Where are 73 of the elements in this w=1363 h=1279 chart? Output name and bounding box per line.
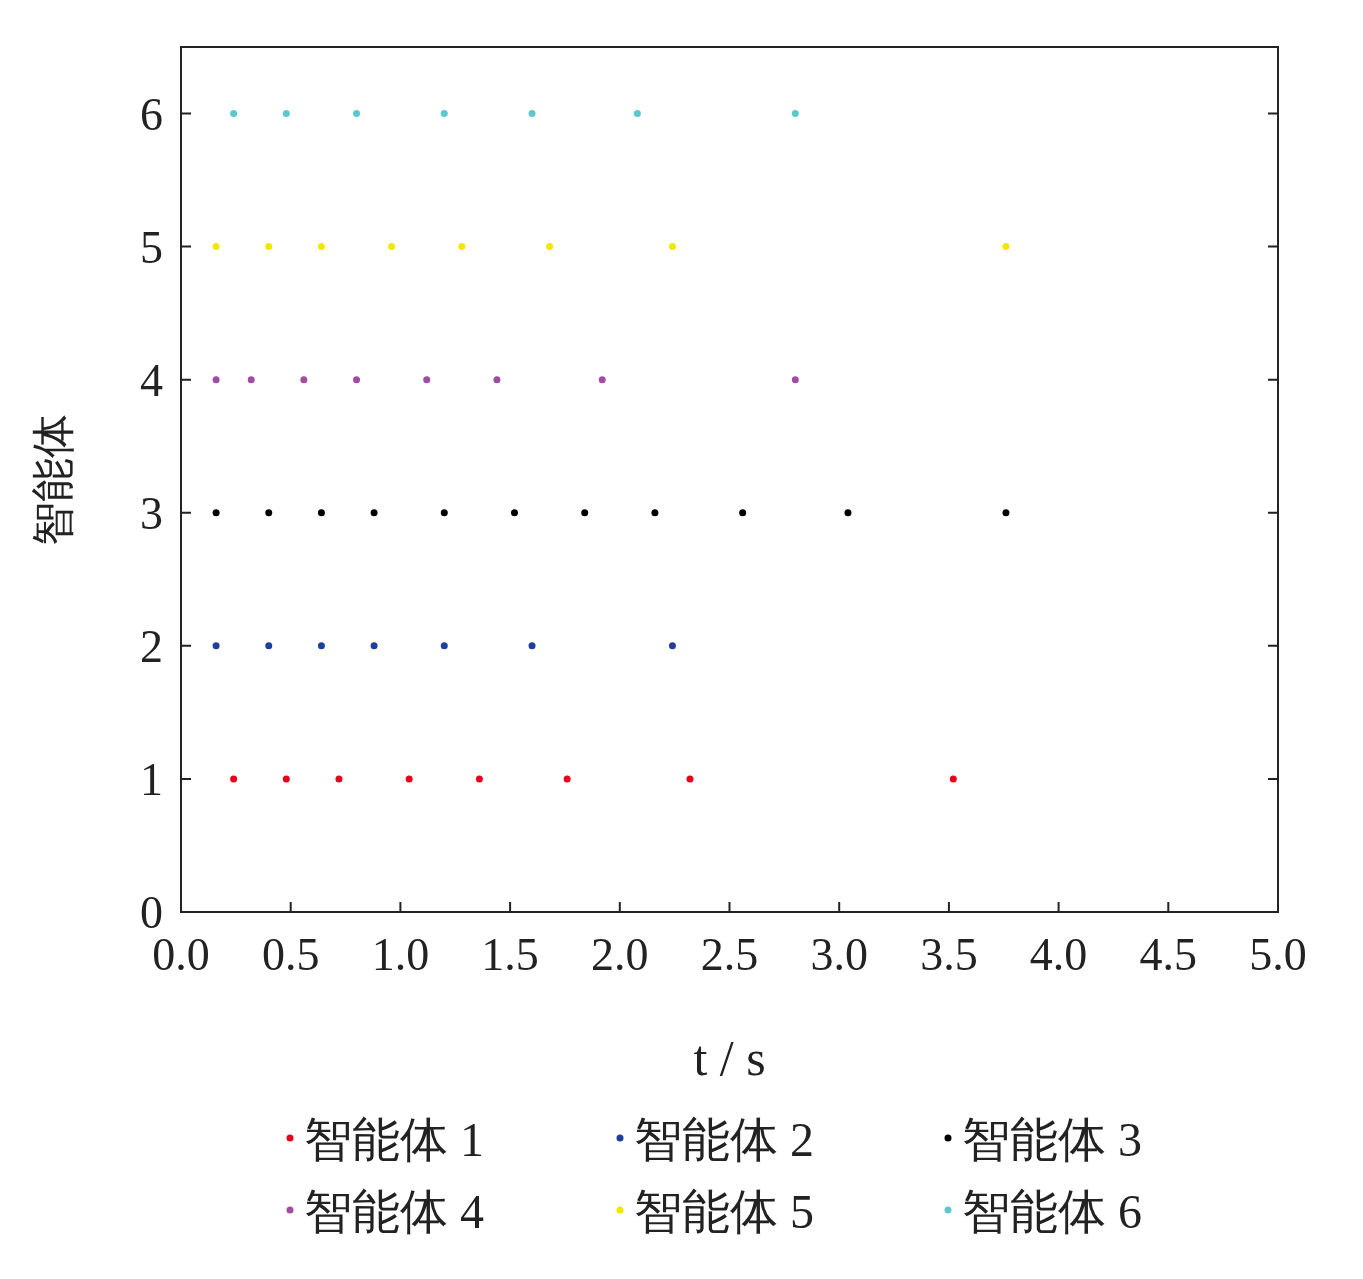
point — [335, 775, 343, 783]
point — [370, 642, 378, 650]
point — [739, 509, 747, 517]
y-tick-label: 3 — [140, 487, 163, 539]
point — [265, 509, 273, 517]
point — [265, 243, 273, 251]
legend-label: 智能体 3 — [962, 1113, 1142, 1166]
legend-label: 智能体 6 — [962, 1185, 1142, 1238]
point — [353, 376, 361, 384]
legend-label: 智能体 1 — [304, 1113, 484, 1166]
point — [230, 110, 238, 118]
point — [440, 642, 448, 650]
x-tick-label: 0.5 — [261, 929, 320, 980]
point — [528, 642, 536, 650]
x-tick-label: 1.0 — [371, 929, 430, 980]
point — [791, 376, 799, 384]
point — [405, 775, 413, 783]
point — [370, 509, 378, 517]
x-tick-label: 2.0 — [591, 929, 649, 980]
point — [282, 110, 290, 118]
point — [212, 376, 220, 384]
point — [212, 243, 220, 251]
point — [388, 243, 396, 251]
point — [475, 775, 483, 783]
point — [493, 376, 501, 384]
x-tick-label: 1.5 — [481, 929, 539, 980]
point — [300, 376, 308, 384]
y-tick-label: 2 — [140, 620, 163, 672]
point — [458, 243, 466, 251]
point — [317, 509, 325, 517]
point — [791, 110, 799, 118]
x-tick-label: 4.5 — [1139, 929, 1198, 980]
point — [212, 509, 220, 517]
point — [651, 509, 659, 517]
point — [440, 509, 448, 517]
point — [423, 376, 431, 384]
point — [212, 642, 220, 650]
point — [563, 775, 571, 783]
point — [317, 642, 325, 650]
point — [844, 509, 852, 517]
point — [581, 509, 589, 517]
y-axis-title: 智能体 — [29, 413, 78, 546]
point — [1002, 243, 1010, 251]
point — [317, 243, 325, 251]
legend-label: 智能体 5 — [634, 1185, 814, 1238]
x-tick-label: 2.5 — [700, 929, 759, 980]
point — [668, 243, 676, 251]
x-tick-label: 3.0 — [810, 929, 868, 980]
point — [230, 775, 238, 783]
point — [668, 642, 676, 650]
point — [949, 775, 957, 783]
legend-label: 智能体 4 — [304, 1185, 484, 1238]
point — [440, 110, 448, 118]
point — [686, 775, 694, 783]
point — [353, 110, 361, 118]
legend-label: 智能体 2 — [634, 1113, 814, 1166]
point — [247, 376, 255, 384]
y-tick-label: 1 — [140, 753, 163, 805]
point — [282, 775, 290, 783]
point — [265, 642, 273, 650]
point — [510, 509, 518, 517]
point — [633, 110, 641, 118]
x-tick-label: 5.0 — [1249, 929, 1307, 980]
x-tick-label: 3.5 — [920, 929, 978, 980]
y-tick-label: 4 — [140, 354, 163, 406]
x-axis-title: t / s — [693, 1030, 766, 1086]
y-tick-label: 5 — [140, 221, 163, 273]
point — [598, 376, 606, 384]
point — [546, 243, 554, 251]
point — [1002, 509, 1010, 517]
x-tick-label: 4.0 — [1029, 929, 1088, 980]
y-tick-label: 6 — [140, 88, 163, 140]
point — [528, 110, 536, 118]
